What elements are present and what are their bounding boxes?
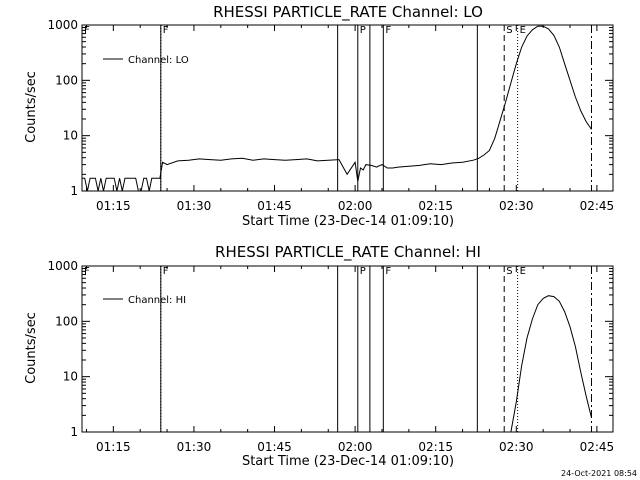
series-group — [510, 295, 592, 433]
y-tick-label: 10 — [63, 129, 78, 143]
x-tick-label: 02:15 — [418, 199, 453, 213]
series-group — [82, 25, 592, 192]
y-tick-label: 1 — [70, 425, 78, 439]
y-tick-label: 100 — [55, 73, 78, 87]
y-axis-label: Counts/sec — [24, 312, 39, 384]
panel-lo: RHESSI PARTICLE_RATE Channel: LO Start T… — [24, 3, 614, 229]
y-tick-label: 1000 — [47, 259, 78, 273]
chart-title: RHESSI PARTICLE_RATE Channel: HI — [215, 243, 481, 262]
flag-label: F — [385, 266, 391, 277]
flag-label: F — [385, 25, 391, 36]
x-tick-label: 02:00 — [338, 199, 373, 213]
y-tick-label: 1 — [70, 184, 78, 198]
x-tick-label: 02:30 — [499, 440, 534, 454]
plot-frame — [81, 24, 614, 192]
x-axis-label: Start Time (23-Dec-14 01:09:10) — [242, 454, 454, 469]
legend: Channel: LO — [103, 55, 189, 66]
y-tick-label: 100 — [55, 314, 78, 328]
flag-label: S — [506, 266, 512, 277]
x-tick-label: 02:30 — [499, 199, 534, 213]
flag-label: P — [360, 25, 366, 36]
flag-label: F — [163, 266, 169, 277]
flag-label: F — [84, 25, 90, 36]
x-axis-label: Start Time (23-Dec-14 01:09:10) — [242, 214, 454, 229]
series-line — [82, 25, 592, 192]
flag-label: F — [84, 266, 90, 277]
x-tick-label: 02:45 — [580, 440, 615, 454]
flag-label: E — [520, 25, 526, 36]
x-tick-label: 01:30 — [177, 199, 212, 213]
series-line — [510, 295, 592, 433]
x-tick-label: 01:15 — [96, 440, 131, 454]
legend-label: Channel: LO — [128, 55, 189, 66]
flag-label: S — [506, 25, 512, 36]
tick-group: 01:15 01:30 01:45 02:00 02:15 02:30 02:45 1 10 10… — [47, 259, 614, 454]
legend: Channel: HI — [103, 295, 186, 306]
x-tick-label: 01:30 — [177, 440, 212, 454]
plot-frame — [81, 265, 614, 433]
flag-label: E — [520, 266, 526, 277]
x-tick-label: 01:45 — [257, 440, 292, 454]
panel-hi: RHESSI PARTICLE_RATE Channel: HI Start T… — [24, 243, 614, 469]
x-tick-label: 01:15 — [96, 199, 131, 213]
chart-title: RHESSI PARTICLE_RATE Channel: LO — [213, 3, 483, 22]
y-tick-label: 10 — [63, 370, 78, 384]
x-tick-label: 02:00 — [338, 440, 373, 454]
y-tick-label: 1000 — [47, 18, 78, 32]
legend-label: Channel: HI — [128, 295, 186, 306]
x-tick-label: 02:15 — [418, 440, 453, 454]
timestamp-footer: 24-Oct-2021 08:54 — [561, 469, 637, 478]
flag-label: F — [163, 25, 169, 36]
tick-group: 01:15 01:30 01:45 02:00 02:15 02:30 02:45 1 10 10… — [47, 18, 614, 213]
flag-label: P — [360, 266, 366, 277]
x-tick-label: 01:45 — [257, 199, 292, 213]
x-tick-label: 02:45 — [580, 199, 615, 213]
y-axis-label: Counts/sec — [24, 71, 39, 143]
